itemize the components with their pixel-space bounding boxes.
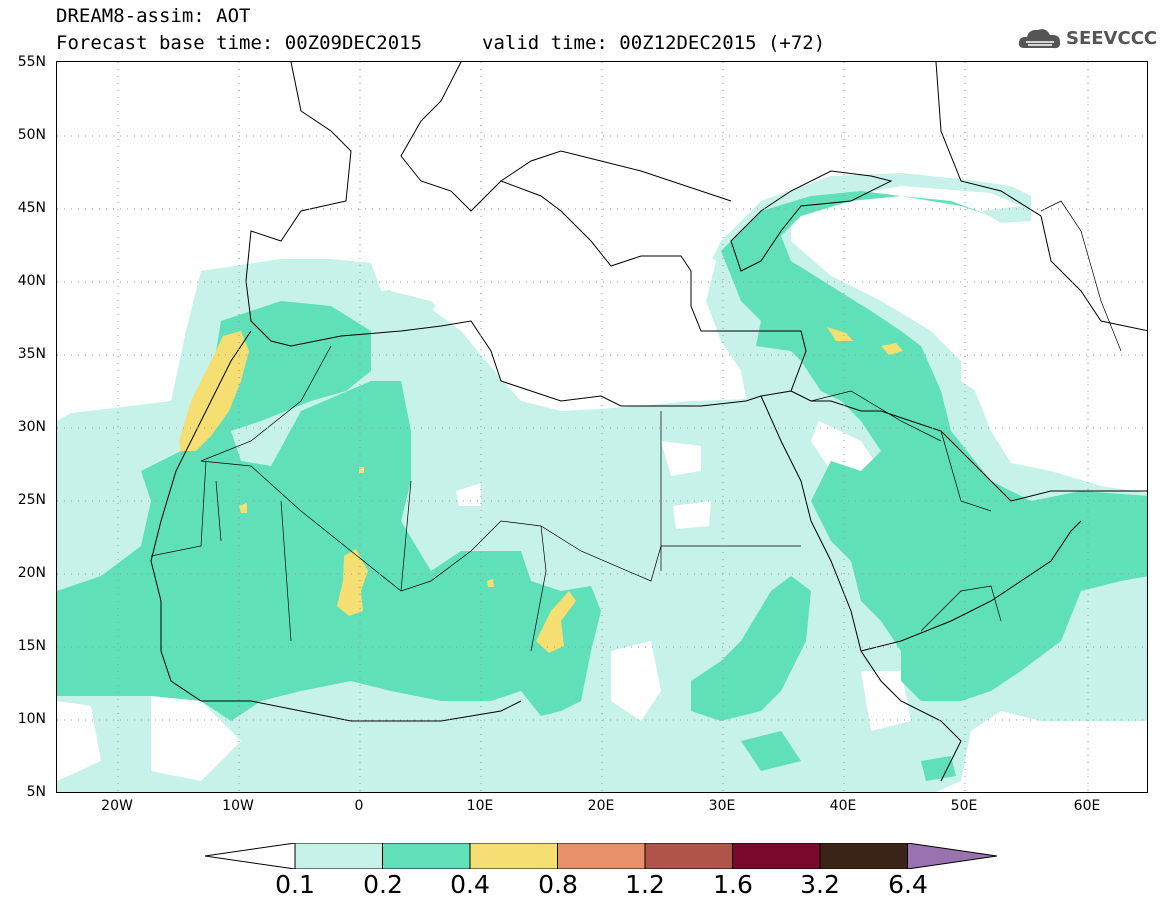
logo-text: SEEVCCC (1066, 28, 1158, 49)
colorbar-label: 0.8 (538, 870, 578, 899)
lat-label-50n: 50N (17, 127, 46, 143)
map-title: DREAM8-assim: AOT (56, 5, 251, 27)
colorbar-bin-0.4-0.8 (469, 843, 558, 869)
seevccc-logo: SEEVCCC (1016, 22, 1158, 56)
lon-label-20e: 20E (587, 798, 615, 814)
lat-label-20n: 20N (17, 565, 46, 581)
aot-map (56, 61, 1148, 793)
colorbar-min-arrow (205, 843, 296, 869)
colorbar-label: 1.6 (713, 870, 753, 899)
colorbar-bin-1.6-3.2 (732, 843, 821, 869)
lat-label-40n: 40N (17, 273, 46, 289)
colorbar-label: 1.2 (625, 870, 665, 899)
colorbar-label: 0.2 (363, 870, 403, 899)
lat-label-5n: 5N (26, 784, 46, 800)
colorbar-bin-0.8-1.2 (557, 843, 646, 869)
cloud-icon (1018, 29, 1061, 49)
lat-label-15n: 15N (17, 638, 46, 654)
colorbar-label: 0.4 (450, 870, 490, 899)
colorbar-bin-1.2-1.6 (644, 843, 733, 869)
lon-label-10e: 10E (466, 798, 494, 814)
lat-label-55n: 55N (17, 54, 46, 70)
lon-label-0: 0 (354, 798, 364, 814)
lon-label-40e: 40E (829, 798, 857, 814)
colorbar-max-arrow (907, 843, 997, 869)
coastlines (150, 62, 1147, 782)
lon-label-30e: 30E (708, 798, 736, 814)
lat-label-35n: 35N (17, 346, 46, 362)
country-borders (150, 200, 1122, 652)
lat-label-10n: 10N (17, 711, 46, 727)
lon-label-60e: 60E (1073, 798, 1101, 814)
colorbar-bin-0.2-0.4 (382, 843, 471, 869)
colorbar-label: 3.2 (800, 870, 840, 899)
colorbar (205, 843, 997, 869)
lat-lon-grid (57, 62, 1147, 792)
lat-label-25n: 25N (17, 492, 46, 508)
lon-label-10w: 10W (222, 798, 254, 814)
aot-field-svg (57, 62, 1147, 792)
colorbar-label: 6.4 (888, 870, 928, 899)
forecast-base-time: Forecast base time: 00Z09DEC2015 (56, 32, 423, 54)
lat-label-45n: 45N (17, 200, 46, 216)
lon-label-50e: 50E (950, 798, 978, 814)
lon-label-20w: 20W (101, 798, 133, 814)
valid-time: valid time: 00Z12DEC2015 (+72) (482, 32, 826, 54)
lat-label-30n: 30N (17, 419, 46, 435)
colorbar-label: 0.1 (275, 870, 315, 899)
colorbar-bin-3.2-6.4 (819, 843, 908, 869)
aot-level-0.2 (57, 191, 1147, 781)
colorbar-bin-0.1-0.2 (294, 843, 383, 869)
